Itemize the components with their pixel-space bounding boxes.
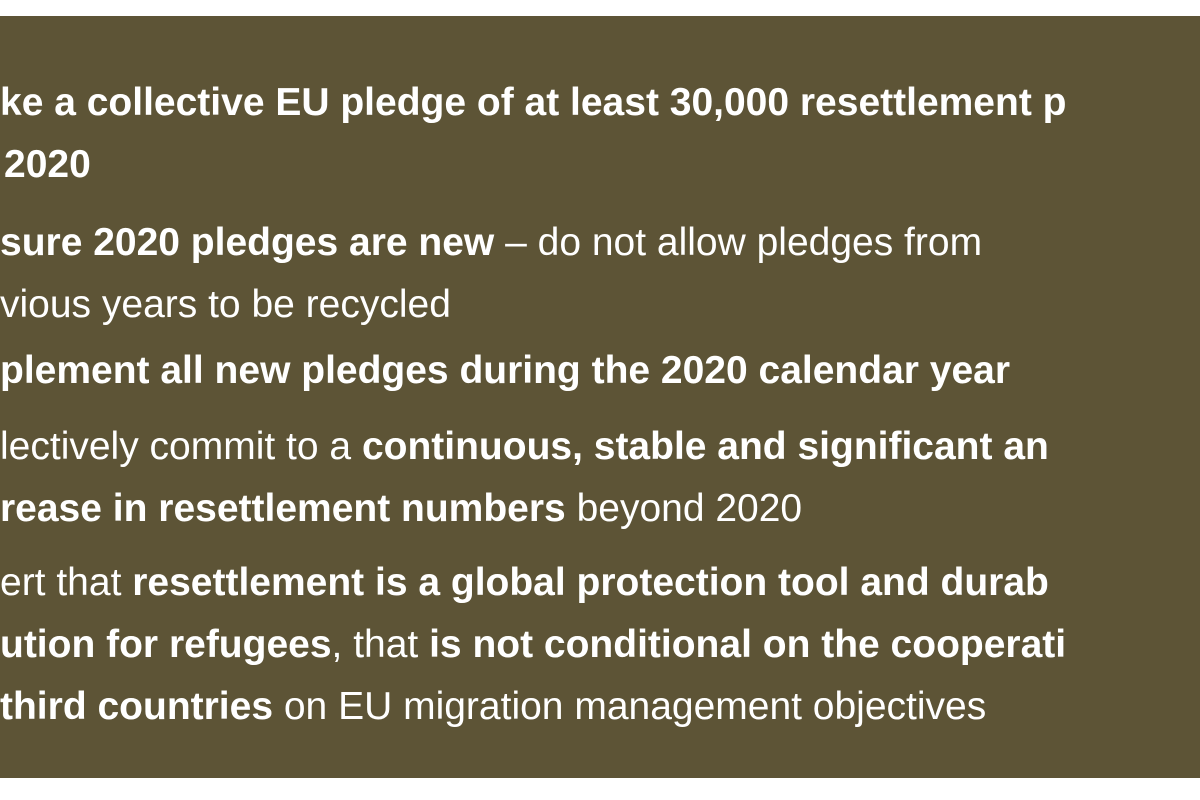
- pledge-item-4: lectively commit to a continuous, stable…: [0, 416, 1200, 540]
- text-run: ution for refugees: [0, 623, 332, 666]
- text-run: beyond 2020: [565, 487, 803, 530]
- text-run: ke a collective EU pledge of at least 30…: [0, 81, 1067, 124]
- pledge-item-3: plement all new pledges during the 2020 …: [0, 340, 1200, 402]
- text-run: lectively commit to a: [0, 425, 362, 468]
- text-run: on EU migration management objectives: [273, 685, 987, 728]
- text-run: – do not allow pledges from: [494, 221, 983, 264]
- text-run: rease in resettlement numbers: [0, 487, 566, 530]
- text-run: third countries: [0, 685, 274, 728]
- document-panel: ke a collective EU pledge of at least 30…: [0, 16, 1200, 778]
- text-line: rease in resettlement numbers beyond 202…: [0, 478, 1200, 540]
- text-run: ert that: [0, 561, 133, 604]
- text-run: continuous, stable and significant an: [361, 425, 1049, 468]
- text-run: sure 2020 pledges are new: [0, 221, 495, 264]
- pledge-item-2: sure 2020 pledges are new – do not allow…: [0, 212, 1200, 336]
- text-line: ution for refugees, that is not conditio…: [0, 614, 1200, 676]
- text-line: vious years to be recycled: [0, 274, 1200, 336]
- text-line: 2020: [0, 134, 1200, 196]
- text-run: 2020: [4, 143, 91, 186]
- text-line: lectively commit to a continuous, stable…: [0, 416, 1200, 478]
- text-line: plement all new pledges during the 2020 …: [0, 340, 1200, 402]
- text-run: is not conditional on the cooperati: [429, 623, 1067, 666]
- text-line: third countries on EU migration manageme…: [0, 676, 1200, 738]
- text-run: resettlement is a global protection tool…: [132, 561, 1049, 604]
- text-line: ert that resettlement is a global protec…: [0, 552, 1200, 614]
- text-line: ke a collective EU pledge of at least 30…: [0, 72, 1200, 134]
- text-line: sure 2020 pledges are new – do not allow…: [0, 212, 1200, 274]
- text-run: vious years to be recycled: [0, 283, 451, 326]
- pledge-item-1: ke a collective EU pledge of at least 30…: [0, 72, 1200, 196]
- text-run: , that: [331, 623, 430, 666]
- pledge-item-5: ert that resettlement is a global protec…: [0, 552, 1200, 738]
- text-run: plement all new pledges during the 2020 …: [0, 349, 1011, 392]
